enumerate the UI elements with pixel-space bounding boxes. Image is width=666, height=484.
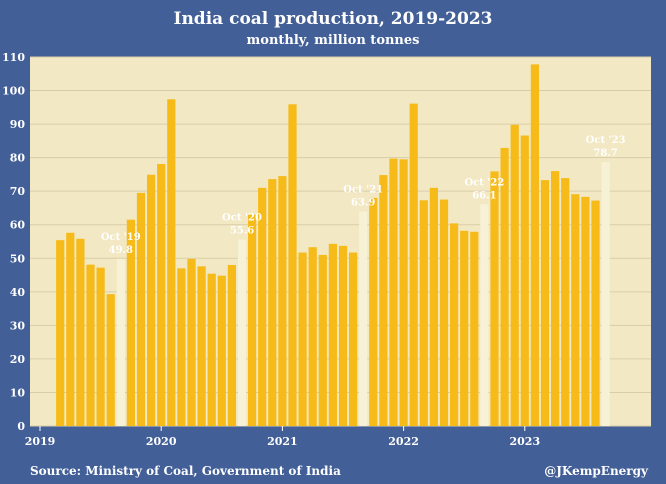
bar: [500, 147, 509, 426]
bar: [106, 294, 115, 426]
y-tick-label: 110: [2, 51, 25, 64]
bar: [510, 124, 519, 427]
annotation-value: 63.9: [351, 198, 375, 209]
source-note: Source: Ministry of Coal, Government of …: [30, 464, 341, 478]
bar: [571, 194, 580, 426]
bar: [177, 268, 186, 426]
bar: [76, 238, 85, 426]
chart-title: India coal production, 2019-2023: [174, 9, 493, 29]
bar: [298, 252, 307, 426]
bar: [328, 243, 337, 426]
annotation-value: 66.1: [472, 190, 496, 201]
bar: [359, 211, 368, 426]
bar: [157, 164, 166, 426]
bars: [56, 64, 610, 427]
bar: [167, 99, 176, 426]
x-tick-label: 2019: [25, 435, 56, 448]
bar: [460, 230, 469, 426]
bar: [601, 161, 610, 427]
bar: [480, 204, 489, 426]
bar: [379, 175, 388, 426]
annotation-label: Oct '21: [343, 185, 383, 196]
bar: [530, 64, 539, 426]
bar: [338, 245, 348, 426]
bar: [126, 219, 135, 426]
bar: [56, 240, 65, 426]
annotation-label: Oct '20: [222, 212, 262, 223]
bar: [268, 179, 277, 426]
y-tick-label: 0: [17, 420, 25, 433]
y-tick-label: 90: [10, 118, 26, 131]
y-tick-label: 100: [2, 85, 25, 98]
annotation-value: 55.6: [230, 225, 254, 236]
x-tick-label: 2021: [267, 435, 298, 448]
y-tick-label: 20: [10, 353, 26, 366]
bar: [187, 258, 196, 426]
chart-subtitle: monthly, million tonnes: [247, 33, 420, 48]
bar: [409, 103, 418, 427]
y-tick-label: 80: [10, 152, 26, 165]
y-axis-ticks: 0 10 20 30 40 50 60 70 80 90 100 110: [2, 51, 25, 433]
y-tick-label: 30: [10, 319, 26, 332]
bar: [96, 267, 105, 426]
annotation-label: Oct '19: [101, 232, 141, 243]
y-tick-label: 60: [10, 219, 26, 232]
annotation-value: 49.8: [109, 245, 133, 256]
bar: [429, 187, 438, 426]
bar: [551, 171, 560, 426]
annotations: Oct '19 49.8 Oct '20 55.6 Oct '21 63.9 Oct '22…: [101, 135, 626, 256]
bar: [561, 178, 570, 426]
bar: [278, 176, 287, 426]
bar: [197, 266, 206, 426]
bar: [86, 264, 95, 426]
annotation-label: Oct '23: [586, 135, 626, 146]
bar: [470, 231, 479, 426]
annotation-value: 78.7: [593, 148, 617, 159]
bar: [439, 199, 449, 426]
bar: [318, 254, 327, 426]
bar: [389, 158, 398, 426]
bar: [116, 258, 125, 426]
bar: [258, 187, 267, 426]
bar: [248, 214, 257, 426]
bar: [540, 180, 550, 426]
y-tick-label: 50: [10, 252, 26, 265]
x-tick-label: 2023: [509, 435, 540, 448]
bar: [66, 232, 75, 426]
bar: [308, 247, 317, 426]
bar: [520, 135, 529, 426]
x-tick-label: 2020: [146, 435, 177, 448]
bar: [369, 197, 378, 426]
bar: [349, 252, 358, 426]
bar: [419, 200, 428, 426]
bar: [147, 174, 156, 426]
x-tick-label: 2022: [388, 435, 419, 448]
bar: [591, 200, 600, 426]
annotation-label: Oct '22: [464, 177, 504, 188]
bar: [450, 223, 459, 426]
bar: [490, 171, 499, 426]
x-axis-ticks: 2019 2020 2021 2022 2023: [25, 426, 540, 448]
y-tick-label: 10: [10, 386, 26, 399]
bar: [288, 104, 297, 427]
credit-note: @JKempEnergy: [544, 464, 649, 478]
y-tick-label: 40: [10, 286, 26, 299]
y-tick-label: 70: [10, 185, 26, 198]
bar: [136, 192, 146, 426]
bar: [399, 159, 408, 426]
bar: [207, 273, 216, 426]
bar: [227, 264, 236, 426]
bar: [237, 239, 247, 426]
bar: [217, 275, 226, 426]
bar: [581, 196, 590, 426]
